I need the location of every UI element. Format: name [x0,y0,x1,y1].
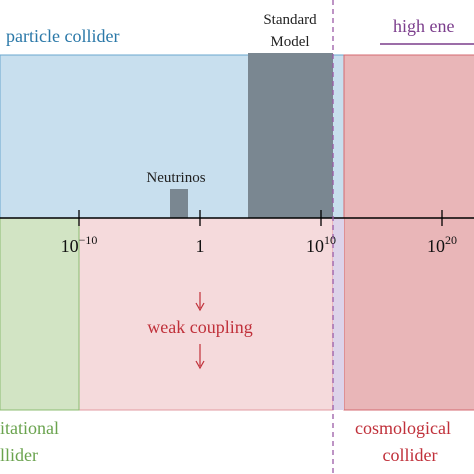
gravitational-collider-label: llider [0,445,38,465]
arrow-head [195,360,205,370]
tick-label: 1010 [306,233,336,256]
cosmological-region [343,54,474,411]
tick-base: 10 [306,236,324,256]
neutrinos-label: Neutrinos [146,170,205,186]
arrow-head [195,302,205,312]
high-energy-label: high ene [393,16,454,36]
tick-label: 1 [196,236,205,256]
standard-model-label: Standard [263,12,317,28]
neutrino-bar [170,189,188,218]
cosmological-collider-label: cosmological [355,418,451,438]
tick-label: 1020 [427,233,457,256]
weak-coupling-label: weak coupling [147,317,252,337]
particle-collider-label: particle collider [6,26,119,46]
tick-base: 10 [61,236,79,256]
axis-ticks: 10−10 1 1010 1020 [61,210,457,256]
tick-exponent: 10 [324,233,336,247]
overlap-region [333,218,344,410]
tick-base: 10 [427,236,445,256]
tick-exponent: −10 [79,233,98,247]
standard-model-label: Model [270,34,309,50]
gravitational-collider-label: itational [0,418,59,438]
cosmological-collider-label: collider [383,445,438,465]
tick-base: 1 [196,236,205,256]
tick-label: 10−10 [61,233,98,256]
tick-exponent: 20 [445,233,457,247]
gravitational-region [0,217,80,411]
standard-model-bar [248,53,333,218]
weak-coupling-region [78,217,334,411]
